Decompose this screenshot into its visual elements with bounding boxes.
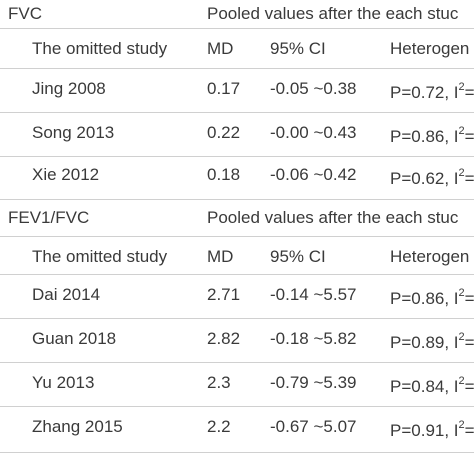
group-header-row: FVC Pooled values after the each stuc [0, 0, 474, 44]
column-header-ci: 95% CI [270, 39, 326, 58]
table-row: Song 2013 0.22 -0.00 ~0.43 P=0.86, I2= [0, 113, 474, 157]
table-row: Yu 2013 2.3 -0.79 ~5.39 P=0.84, I2= [0, 363, 474, 407]
row-divider [0, 318, 474, 319]
table-row: Xie 2012 0.18 -0.06 ~0.42 P=0.62, I2= [0, 157, 474, 201]
table-row: Jing 2008 0.17 -0.05 ~0.38 P=0.72, I2= [0, 69, 474, 113]
column-header-md: MD [207, 247, 234, 266]
cell-study: Song 2013 [32, 123, 115, 142]
row-divider [0, 112, 474, 113]
cell-ci: -0.79 ~5.39 [270, 373, 357, 392]
column-header-heterogeneity: Heterogen [390, 247, 470, 266]
cell-heterogeneity: P=0.86, I2= [390, 125, 474, 146]
cell-md: 2.3 [207, 373, 231, 392]
cell-ci: -0.00 ~0.43 [270, 123, 357, 142]
row-divider [0, 406, 474, 407]
pooled-header: Pooled values after the each stuc [207, 4, 459, 23]
cell-md: 2.2 [207, 417, 231, 436]
row-divider [0, 362, 474, 363]
cell-ci: -0.14 ~5.57 [270, 285, 357, 304]
cell-heterogeneity: P=0.72, I2= [390, 81, 474, 102]
column-header-study: The omitted study [32, 247, 168, 266]
cell-ci: -0.67 ~5.07 [270, 417, 357, 436]
cell-md: 0.22 [207, 123, 241, 142]
cell-md: 0.18 [207, 165, 241, 184]
cell-ci: -0.18 ~5.82 [270, 329, 357, 348]
row-divider [0, 199, 474, 200]
group-label: FVC [8, 4, 42, 23]
column-header-row: The omitted study MD 95% CI Heterogen [0, 237, 474, 281]
row-divider [0, 274, 474, 275]
cell-study: Zhang 2015 [32, 417, 123, 436]
cell-md: 2.82 [207, 329, 241, 348]
group-label: FEV1/FVC [8, 208, 90, 227]
group-header-row: FEV1/FVC Pooled values after the each st… [0, 200, 474, 244]
row-divider [0, 68, 474, 69]
row-divider [0, 28, 474, 29]
row-divider [0, 156, 474, 157]
cell-ci: -0.05 ~0.38 [270, 79, 357, 98]
cell-heterogeneity: P=0.62, I2= [390, 167, 474, 188]
cell-study: Jing 2008 [32, 79, 106, 98]
pooled-header: Pooled values after the each stuc [207, 208, 459, 227]
row-divider [0, 452, 474, 453]
cell-study: Guan 2018 [32, 329, 117, 348]
table-row: Zhang 2015 2.2 -0.67 ~5.07 P=0.91, I2= [0, 407, 474, 451]
cell-md: 0.17 [207, 79, 241, 98]
cell-study: Dai 2014 [32, 285, 101, 304]
column-header-row: The omitted study MD 95% CI Heterogen [0, 29, 474, 73]
cell-ci: -0.06 ~0.42 [270, 165, 357, 184]
cell-heterogeneity: P=0.86, I2= [390, 287, 474, 308]
column-header-ci: 95% CI [270, 247, 326, 266]
cell-md: 2.71 [207, 285, 241, 304]
column-header-study: The omitted study [32, 39, 168, 58]
cell-study: Yu 2013 [32, 373, 95, 392]
cell-heterogeneity: P=0.91, I2= [390, 419, 474, 440]
table-row: Dai 2014 2.71 -0.14 ~5.57 P=0.86, I2= [0, 275, 474, 319]
cell-heterogeneity: P=0.84, I2= [390, 375, 474, 396]
cell-study: Xie 2012 [32, 165, 100, 184]
table-row: Guan 2018 2.82 -0.18 ~5.82 P=0.89, I2= [0, 319, 474, 363]
cell-heterogeneity: P=0.89, I2= [390, 331, 474, 352]
column-header-heterogeneity: Heterogen [390, 39, 470, 58]
row-divider [0, 236, 474, 237]
column-header-md: MD [207, 39, 234, 58]
